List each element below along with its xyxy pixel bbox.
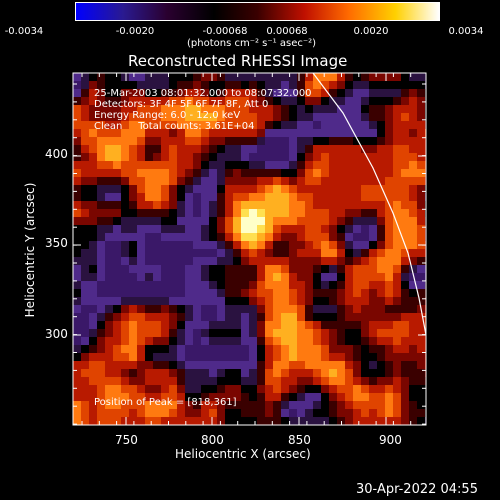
x-axis-label: Heliocentric X (arcsec): [175, 447, 311, 461]
y-axis-label: Heliocentric Y (arcsec): [23, 182, 37, 318]
x-tick-800: 800: [201, 433, 224, 447]
colorbar-units: (photons cm⁻² s⁻¹ asec⁻²): [187, 38, 317, 49]
x-tick-750: 750: [115, 433, 138, 447]
plot-title: Reconstructed RHESSI Image: [128, 52, 348, 70]
colorbar-tick-2: -0.0020: [115, 26, 155, 37]
x-tick-850: 850: [288, 433, 311, 447]
y-tick-400: 400: [45, 147, 68, 161]
colorbar-tick-1: -0.0034: [4, 26, 44, 37]
time-range-text: 25-Mar-2003 08:01:32.000 to 08:07:32.000: [94, 88, 312, 99]
colorbar-tick-3: -0.00068: [202, 26, 248, 37]
peak-position-text: Position of Peak = [818,361]: [94, 397, 237, 408]
clean-counts-text: Clean Total counts: 3.61E+04: [94, 121, 255, 132]
colorbar-tick-6: 0.0034: [448, 26, 484, 37]
footer-timestamp: 30-Apr-2022 04:55: [356, 482, 478, 497]
x-tick-900: 900: [379, 433, 402, 447]
energy-range-text: Energy Range: 6.0 - 12.0 keV: [94, 110, 241, 121]
detectors-text: Detectors: 3F 4F 5F 6F 7F 8F, Att 0: [94, 99, 269, 110]
colorbar: [75, 2, 440, 21]
y-tick-300: 300: [45, 327, 68, 341]
colorbar-tick-4: 0.00068: [266, 26, 308, 37]
y-tick-350: 350: [45, 236, 68, 250]
colorbar-tick-5: 0.0020: [353, 26, 389, 37]
